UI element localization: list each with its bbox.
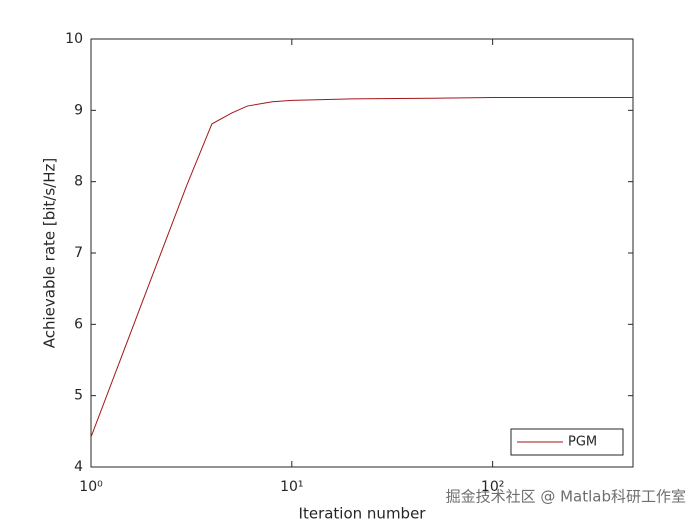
line-series bbox=[90, 96, 633, 438]
y-tick-label: 10 bbox=[65, 31, 83, 47]
axes-box bbox=[90, 38, 634, 468]
watermark: 掘金技术社区 @ Matlab科研工作室 bbox=[446, 488, 686, 506]
y-tick-label: 5 bbox=[74, 388, 83, 404]
x-tick-label: 10² bbox=[481, 479, 504, 495]
legend-label: PGM bbox=[568, 435, 597, 450]
y-tick-label: 9 bbox=[74, 102, 83, 118]
y-tick-label: 8 bbox=[74, 174, 83, 190]
x-tick-label: 10¹ bbox=[280, 479, 303, 495]
y-tick-label: 4 bbox=[74, 459, 83, 475]
x-tick-label: 10⁰ bbox=[79, 479, 103, 495]
y-tick-label: 7 bbox=[74, 245, 83, 261]
x-axis-label: Iteration number bbox=[299, 505, 427, 523]
y-tick-label: 6 bbox=[74, 316, 83, 332]
y-axis-label: Achievable rate [bit/s/Hz] bbox=[41, 158, 59, 349]
